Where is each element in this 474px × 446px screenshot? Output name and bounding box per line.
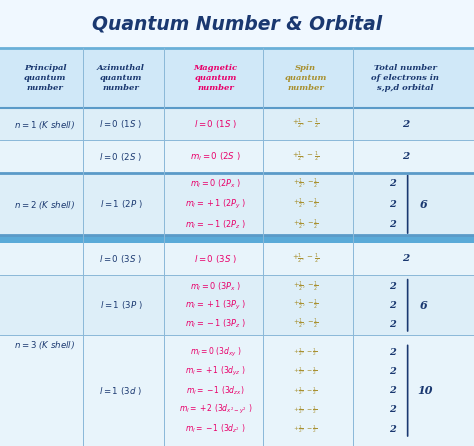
Text: 2: 2	[401, 254, 409, 264]
Text: $l=1$ $(3P$ $)$: $l=1$ $(3P$ $)$	[100, 299, 142, 311]
Text: $+\frac{1}{2},-\frac{1}{2}$: $+\frac{1}{2},-\frac{1}{2}$	[293, 197, 319, 211]
Text: Spin
quantum
number: Spin quantum number	[284, 64, 327, 92]
Text: $+\frac{1}{2},-\frac{1}{2}$: $+\frac{1}{2},-\frac{1}{2}$	[293, 298, 319, 312]
Text: 2: 2	[389, 348, 395, 357]
Text: $m_l=-1$ $(3P_z$ $)$: $m_l=-1$ $(3P_z$ $)$	[185, 318, 246, 330]
Bar	[0, 48, 474, 108]
Text: 2: 2	[389, 367, 395, 376]
Text: 6: 6	[419, 300, 427, 311]
Text: $m_l=-1$ $(2P_z$ $)$: $m_l=-1$ $(2P_z$ $)$	[185, 219, 246, 231]
Text: $+\frac{1}{2},-\frac{1}{2}$: $+\frac{1}{2},-\frac{1}{2}$	[293, 423, 318, 435]
Text: $l=1$ $(2P$ $)$: $l=1$ $(2P$ $)$	[100, 198, 142, 210]
Text: $+\frac{1}{2},-\frac{1}{2}$: $+\frac{1}{2},-\frac{1}{2}$	[293, 177, 319, 191]
Text: 2: 2	[401, 152, 409, 161]
Bar	[0, 140, 474, 173]
Text: $+\frac{1}{2},-\frac{1}{2}$: $+\frac{1}{2},-\frac{1}{2}$	[293, 218, 319, 232]
Text: Magnetic
quantum
number: Magnetic quantum number	[193, 64, 238, 92]
Text: $m_l=+1$ $(3P_y$ $)$: $m_l=+1$ $(3P_y$ $)$	[185, 299, 246, 312]
Text: $+\frac{1}{2},-\frac{1}{2}$: $+\frac{1}{2},-\frac{1}{2}$	[293, 404, 318, 416]
Text: $+\frac{1}{2},-\frac{1}{2}$: $+\frac{1}{2},-\frac{1}{2}$	[292, 150, 319, 164]
Text: $m_l=+1$ $(2P_y$ $)$: $m_l=+1$ $(2P_y$ $)$	[185, 198, 246, 211]
Text: $+\frac{1}{2},-\frac{1}{2}$: $+\frac{1}{2},-\frac{1}{2}$	[293, 385, 318, 396]
Bar	[0, 0, 474, 48]
Text: $n=2$ ($K$ $shell$): $n=2$ ($K$ $shell$)	[15, 198, 75, 211]
Text: 2: 2	[401, 120, 409, 129]
Text: $m_l=0$ $(2P_x$ $)$: $m_l=0$ $(2P_x$ $)$	[190, 178, 241, 190]
Text: $l=1$ $(3d$ $)$: $l=1$ $(3d$ $)$	[100, 385, 142, 396]
Text: $+\frac{1}{2},-\frac{1}{2}$: $+\frac{1}{2},-\frac{1}{2}$	[292, 252, 319, 266]
Text: 2: 2	[389, 282, 395, 291]
Bar	[0, 335, 474, 446]
Bar	[0, 108, 474, 140]
Text: $m_l=-1$ $(3d_{zx})$: $m_l=-1$ $(3d_{zx})$	[186, 384, 245, 397]
Text: $+\frac{1}{2},-\frac{1}{2}$: $+\frac{1}{2},-\frac{1}{2}$	[293, 317, 319, 331]
Text: $m_l=+1$ $(3d_{yz}$ $)$: $m_l=+1$ $(3d_{yz}$ $)$	[185, 365, 246, 378]
Text: 2: 2	[389, 179, 395, 188]
Text: 2: 2	[389, 386, 395, 395]
Text: $m_l=+2$ $(3d_{x^2-y^2}$ $)$: $m_l=+2$ $(3d_{x^2-y^2}$ $)$	[179, 403, 252, 417]
Text: $+\frac{1}{2},-\frac{1}{2}$: $+\frac{1}{2},-\frac{1}{2}$	[293, 347, 318, 358]
Text: $m_l=0$ $(3P_x$ $)$: $m_l=0$ $(3P_x$ $)$	[190, 280, 241, 293]
Text: $l=0$ $(1S$ $)$: $l=0$ $(1S$ $)$	[100, 118, 142, 130]
Bar	[0, 243, 474, 275]
Text: Total number
of electrons in
s,p,d orbital: Total number of electrons in s,p,d orbit…	[371, 64, 439, 92]
Text: 2: 2	[389, 200, 395, 209]
Text: $n=1$ ($K$ $shell$): $n=1$ ($K$ $shell$)	[15, 118, 75, 131]
Text: $+\frac{1}{2},-\frac{1}{2}$: $+\frac{1}{2},-\frac{1}{2}$	[292, 117, 319, 131]
Text: 2: 2	[389, 425, 395, 434]
Text: $l=0$ $(1S$ $)$: $l=0$ $(1S$ $)$	[194, 118, 237, 130]
Bar	[0, 235, 474, 243]
Text: $l=0$ $(3S$ $)$: $l=0$ $(3S$ $)$	[100, 253, 142, 265]
Text: 2: 2	[389, 319, 395, 329]
Text: $+\frac{1}{2},-\frac{1}{2}$: $+\frac{1}{2},-\frac{1}{2}$	[293, 366, 318, 377]
Text: Azimuthal
quantum
number: Azimuthal quantum number	[97, 64, 145, 92]
Text: $m_l=0$ $(3d_{xy}$ $)$: $m_l=0$ $(3d_{xy}$ $)$	[190, 346, 242, 359]
Text: $m_l=-1$ $(3d_{z^2}$ $)$: $m_l=-1$ $(3d_{z^2}$ $)$	[185, 423, 246, 435]
Text: Quantum Number & Orbital: Quantum Number & Orbital	[92, 14, 382, 33]
Text: $l=0$ $(2S$ $)$: $l=0$ $(2S$ $)$	[100, 151, 142, 163]
Text: 10: 10	[418, 385, 433, 396]
Bar	[0, 275, 474, 335]
Text: 6: 6	[419, 199, 427, 210]
Text: $+\frac{1}{2},-\frac{1}{2}$: $+\frac{1}{2},-\frac{1}{2}$	[293, 280, 319, 293]
Text: Principal
quantum
number: Principal quantum number	[24, 64, 66, 92]
Text: $m_l=0$ $(2S$ $)$: $m_l=0$ $(2S$ $)$	[190, 150, 241, 163]
Text: $l=0$ $(3S$ $)$: $l=0$ $(3S$ $)$	[194, 253, 237, 265]
Text: $n=3$ ($K$ $shell$): $n=3$ ($K$ $shell$)	[15, 338, 75, 351]
Text: 2: 2	[389, 405, 395, 414]
Text: 2: 2	[389, 301, 395, 310]
Bar	[0, 173, 474, 235]
Text: 2: 2	[389, 220, 395, 229]
